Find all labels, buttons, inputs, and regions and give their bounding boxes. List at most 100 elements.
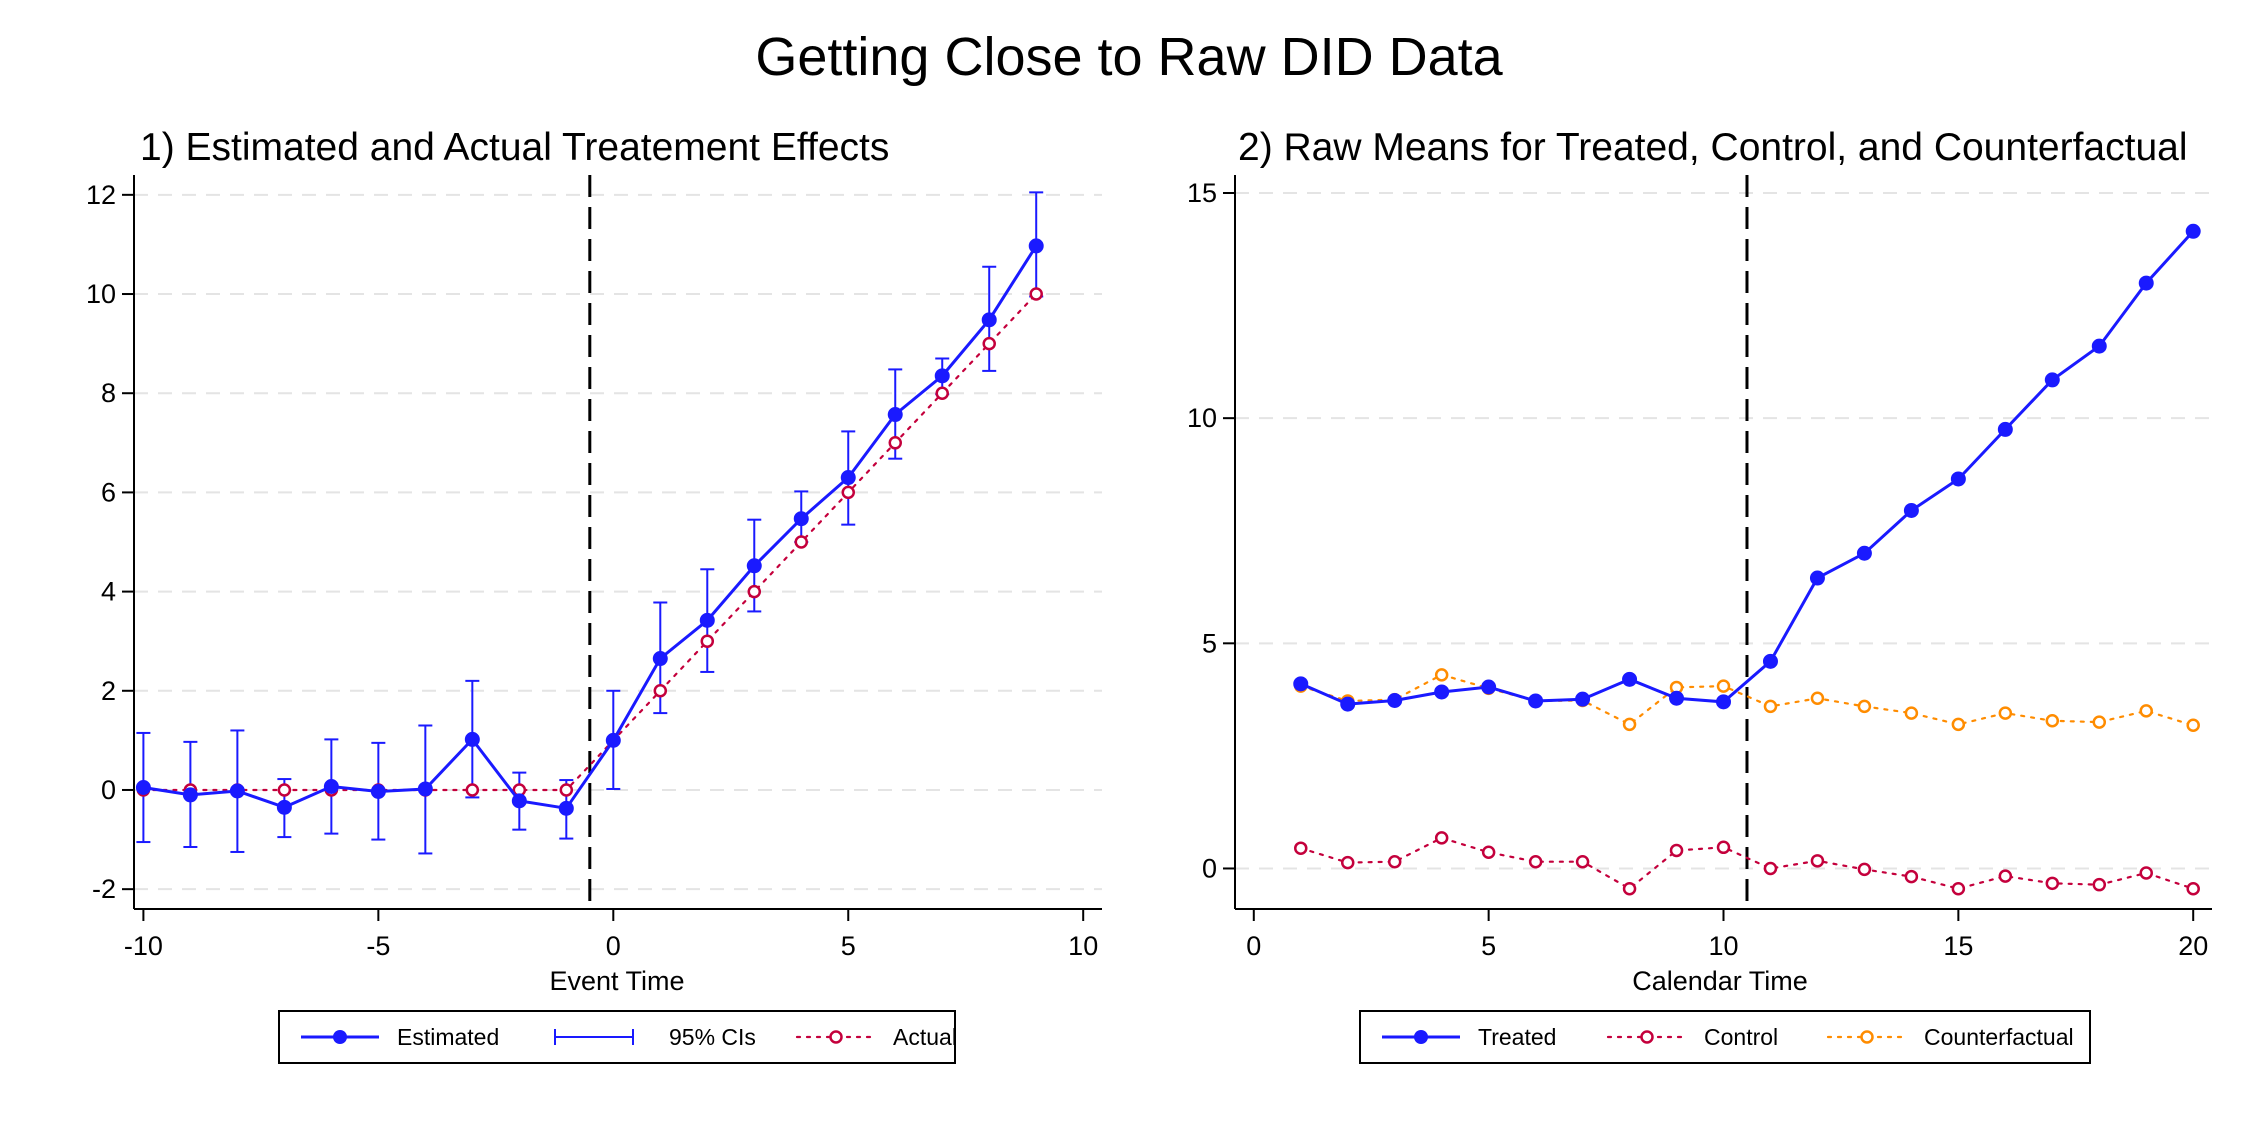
estimated-point (605, 732, 621, 748)
estimated-point (934, 368, 950, 384)
treated-point (1340, 696, 1356, 712)
x-tick-label: -10 (124, 931, 163, 961)
control-point (1763, 861, 1778, 876)
estimated-point (182, 787, 198, 803)
actual-point (277, 783, 292, 797)
control-point (1669, 843, 1684, 858)
y-tick-label: 10 (1187, 403, 1217, 433)
actual-point (465, 783, 480, 797)
y-tick-label: 10 (86, 279, 116, 309)
y-tick-label: 4 (101, 577, 116, 607)
control-point (1716, 840, 1731, 855)
counterfactual-point (1951, 717, 1966, 732)
counterfactual-point (2045, 714, 2060, 728)
panel2-marks (1293, 223, 2201, 896)
x-tick-label: 0 (1246, 931, 1261, 961)
x-tick-label: 0 (606, 931, 621, 961)
actual-point (700, 634, 715, 648)
control-point (1294, 841, 1308, 855)
legend-label-actual: Actual (893, 1024, 957, 1050)
treated-point (1528, 693, 1544, 709)
estimated-point (652, 651, 668, 667)
figure-title: Getting Close to Raw DID Data (755, 27, 1503, 87)
counterfactual-point (1998, 706, 2013, 720)
legend-marker-treated (1414, 1030, 1428, 1044)
x-tick-label: 10 (1708, 931, 1738, 961)
counterfactual-point (1716, 679, 1731, 693)
actual-point (888, 436, 902, 450)
estimated-point (135, 779, 151, 795)
control-point (1575, 854, 1590, 869)
estimated-point (417, 781, 433, 797)
actual-point (841, 485, 856, 500)
actual-point (559, 783, 574, 797)
y-tick-label: 0 (1202, 853, 1217, 883)
legend-label-counterfactual: Counterfactual (1924, 1024, 2074, 1050)
treated-point (2091, 338, 2107, 354)
counterfactual-point (1904, 706, 1919, 720)
control-point (2045, 876, 2060, 891)
treated-point (2044, 372, 2060, 388)
actual-point (653, 684, 668, 698)
control-point (2186, 881, 2200, 896)
panel1-x-axis-title: Event Time (549, 966, 684, 996)
panel2-axes: 0 5 10 15 0 5 10 15 20 (1187, 175, 2212, 961)
panel1-marks (135, 191, 1044, 855)
estimated-point (699, 612, 715, 628)
panel1-legend: Estimated 95% CIs Actual (278, 1010, 957, 1064)
panel2-title: 2) Raw Means for Treated, Control, and C… (1238, 126, 2187, 169)
control-point (1857, 862, 1872, 877)
treated-point (1387, 693, 1403, 709)
estimated-point (746, 558, 762, 574)
control-point (1810, 854, 1825, 868)
control-series-line (1299, 836, 2195, 891)
legend-marker-actual (829, 1030, 843, 1044)
panel-raw-means: 2) Raw Means for Treated, Control, and C… (1187, 126, 2212, 1064)
treated-point (1856, 545, 1872, 561)
treated-point (1622, 671, 1638, 687)
control-point (1904, 869, 1919, 884)
counterfactual-point (1434, 668, 1449, 682)
treated-series-line (1300, 230, 2195, 706)
legend-label-95-cis: 95% CIs (669, 1024, 756, 1050)
control-point (1481, 845, 1496, 860)
legend-marker-estimated (333, 1030, 347, 1044)
treated-point (1950, 471, 1966, 487)
treated-point (1293, 676, 1309, 692)
actual-point (794, 535, 809, 549)
treated-point (1481, 679, 1497, 695)
panel1-gridlines (134, 193, 1102, 891)
estimated-point (511, 793, 527, 809)
counterfactual-point (1857, 699, 1872, 714)
counterfactual-series-line (1299, 673, 2195, 727)
treated-point (1762, 653, 1778, 669)
estimated-point (887, 407, 903, 423)
y-tick-label: 6 (101, 477, 116, 507)
x-tick-label: -5 (366, 931, 390, 961)
legend-box (1359, 1010, 2091, 1064)
treated-point (1997, 421, 2013, 437)
treated-point (1434, 684, 1450, 700)
counterfactual-point (1763, 699, 1778, 714)
control-point (1951, 881, 1966, 896)
estimated-point (840, 470, 856, 486)
counterfactual-point (2186, 718, 2200, 733)
control-point (2092, 877, 2107, 892)
x-tick-label: 15 (1943, 931, 1973, 961)
control-point (1340, 855, 1355, 870)
treated-point (1669, 690, 1685, 706)
x-tick-label: 10 (1068, 931, 1098, 961)
panel1-title: 1) Estimated and Actual Treatement Effec… (140, 126, 889, 169)
treated-point (2138, 275, 2154, 291)
estimated-point (229, 783, 245, 799)
x-tick-label: 20 (2178, 931, 2208, 961)
estimated-point (1028, 238, 1044, 254)
treated-point (1575, 691, 1591, 707)
estimated-point (793, 511, 809, 527)
x-tick-label: 5 (1481, 931, 1496, 961)
actual-point (747, 584, 762, 599)
actual-series-line (142, 292, 1038, 792)
y-tick-label: 2 (101, 676, 116, 706)
control-point (1387, 854, 1402, 869)
